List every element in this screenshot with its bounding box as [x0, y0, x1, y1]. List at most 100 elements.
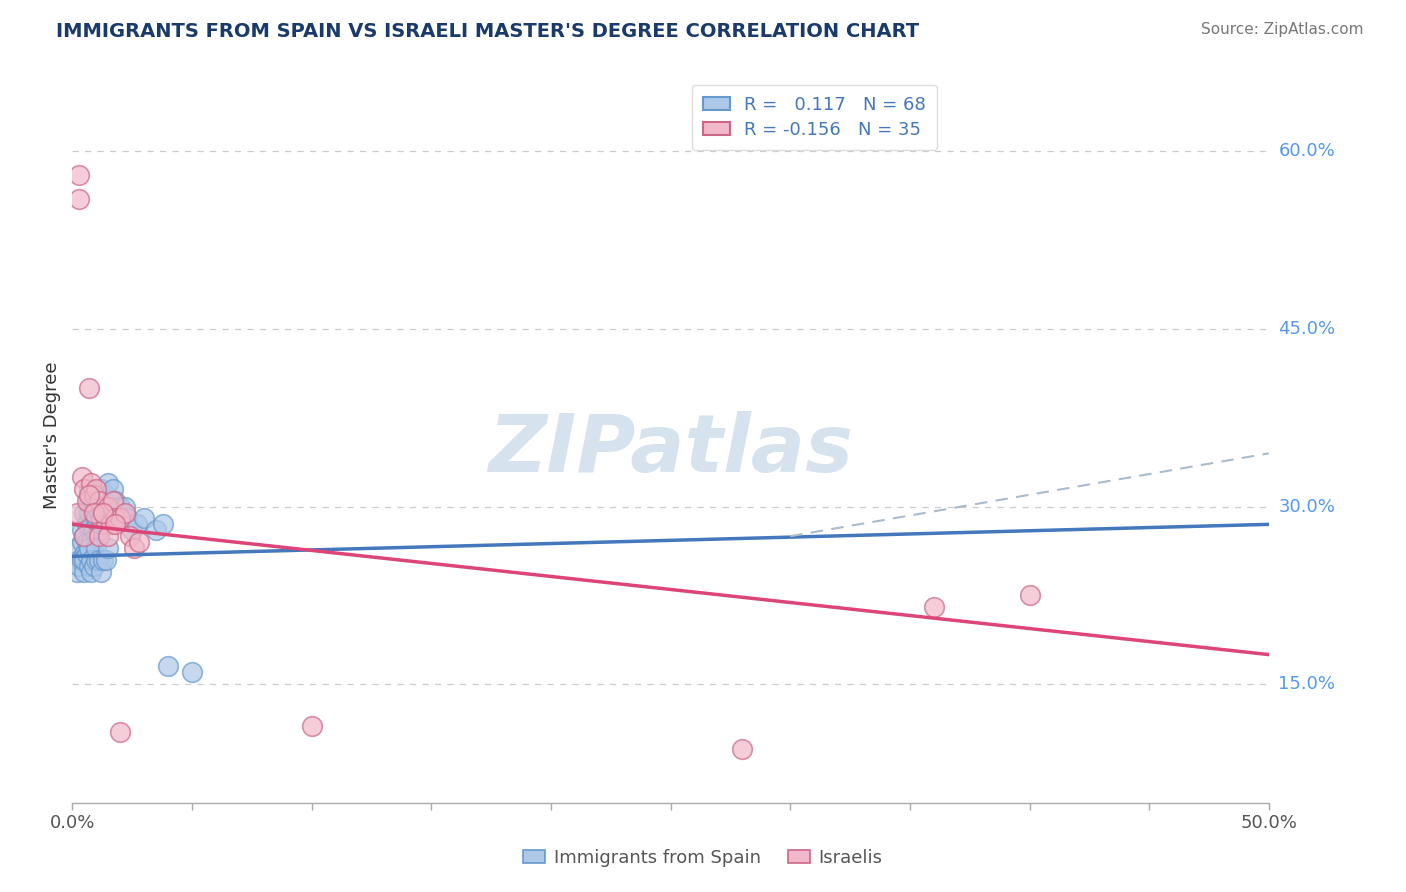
Point	[121, 523, 143, 537]
Point	[97, 506, 120, 520]
Point	[67, 192, 90, 206]
Point	[84, 541, 107, 555]
Point	[104, 517, 127, 532]
Point	[73, 553, 96, 567]
Point	[87, 493, 110, 508]
Point	[73, 482, 96, 496]
Point	[83, 506, 105, 520]
Point	[114, 500, 136, 514]
Point	[73, 506, 96, 520]
Point	[84, 488, 107, 502]
Point	[83, 523, 105, 537]
Point	[70, 553, 93, 567]
Point	[94, 488, 117, 502]
Point	[97, 500, 120, 514]
Text: IMMIGRANTS FROM SPAIN VS ISRAELI MASTER'S DEGREE CORRELATION CHART: IMMIGRANTS FROM SPAIN VS ISRAELI MASTER'…	[56, 22, 920, 41]
Point	[97, 529, 120, 543]
Point	[132, 511, 155, 525]
Point	[70, 523, 93, 537]
Point	[100, 517, 122, 532]
Point	[107, 506, 129, 520]
Text: 15.0%: 15.0%	[1278, 675, 1336, 693]
Point	[101, 493, 124, 508]
Point	[80, 517, 103, 532]
Point	[152, 517, 174, 532]
Point	[73, 529, 96, 543]
Point	[84, 511, 107, 525]
Point	[93, 506, 115, 520]
Point	[70, 535, 93, 549]
Point	[90, 565, 112, 579]
Point	[90, 517, 112, 532]
Point	[87, 529, 110, 543]
Point	[87, 506, 110, 520]
Point	[111, 506, 134, 520]
Point	[104, 511, 127, 525]
Point	[145, 523, 167, 537]
Point	[80, 500, 103, 514]
Legend: Immigrants from Spain, Israelis: Immigrants from Spain, Israelis	[516, 842, 890, 874]
Point	[731, 742, 754, 756]
Point	[156, 659, 179, 673]
Point	[87, 523, 110, 537]
Point	[94, 553, 117, 567]
Point	[108, 724, 131, 739]
Point	[77, 541, 100, 555]
Point	[117, 511, 139, 525]
Point	[90, 511, 112, 525]
Point	[100, 500, 122, 514]
Point	[97, 541, 120, 555]
Point	[66, 565, 89, 579]
Point	[84, 482, 107, 496]
Point	[180, 665, 202, 680]
Point	[104, 493, 127, 508]
Point	[77, 506, 100, 520]
Point	[87, 553, 110, 567]
Point	[87, 488, 110, 502]
Point	[83, 541, 105, 555]
Point	[94, 511, 117, 525]
Text: Source: ZipAtlas.com: Source: ZipAtlas.com	[1201, 22, 1364, 37]
Point	[80, 553, 103, 567]
Point	[93, 506, 115, 520]
Point	[77, 493, 100, 508]
Point	[93, 553, 115, 567]
Y-axis label: Master's Degree: Master's Degree	[44, 362, 60, 509]
Text: 30.0%: 30.0%	[1278, 498, 1336, 516]
Point	[76, 493, 98, 508]
Point	[128, 535, 150, 549]
Point	[83, 506, 105, 520]
Point	[73, 565, 96, 579]
Point	[90, 482, 112, 496]
Point	[118, 529, 141, 543]
Point	[97, 475, 120, 490]
Point	[84, 529, 107, 543]
Point	[101, 482, 124, 496]
Legend: R =   0.117   N = 68, R = -0.156   N = 35: R = 0.117 N = 68, R = -0.156 N = 35	[692, 85, 936, 150]
Point	[76, 535, 98, 549]
Point	[84, 553, 107, 567]
Point	[76, 547, 98, 561]
Point	[73, 529, 96, 543]
Point	[114, 506, 136, 520]
Point	[77, 488, 100, 502]
Point	[1018, 588, 1040, 602]
Point	[100, 517, 122, 532]
Point	[67, 553, 90, 567]
Point	[93, 506, 115, 520]
Point	[108, 511, 131, 525]
Point	[66, 506, 89, 520]
Text: 45.0%: 45.0%	[1278, 320, 1336, 338]
Point	[70, 470, 93, 484]
Point	[108, 500, 131, 514]
Point	[77, 381, 100, 395]
Point	[90, 500, 112, 514]
Text: 60.0%: 60.0%	[1278, 143, 1336, 161]
Point	[83, 558, 105, 573]
Point	[80, 535, 103, 549]
Point	[77, 558, 100, 573]
Point	[76, 517, 98, 532]
Point	[67, 168, 90, 182]
Point	[124, 541, 146, 555]
Point	[66, 541, 89, 555]
